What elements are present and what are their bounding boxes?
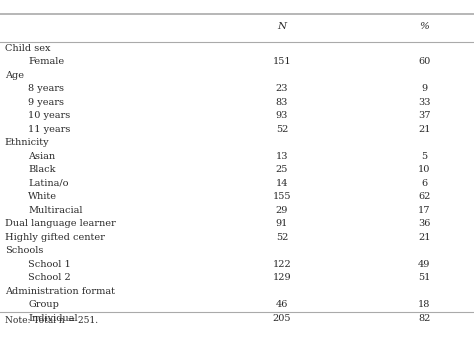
Text: 6: 6 [421,179,427,188]
Text: 23: 23 [276,84,288,93]
Text: 21: 21 [418,233,430,242]
Text: 5: 5 [421,152,427,161]
Text: 155: 155 [273,192,292,201]
Text: 17: 17 [418,206,430,215]
Text: 49: 49 [418,260,430,269]
Text: Asian: Asian [28,152,55,161]
Text: 151: 151 [273,57,292,66]
Text: School 1: School 1 [28,260,71,269]
Text: 21: 21 [418,125,430,134]
Text: Note: Total n = 251.: Note: Total n = 251. [5,316,98,325]
Text: 51: 51 [418,273,430,282]
Text: 36: 36 [418,219,430,228]
Text: 46: 46 [276,300,288,309]
Text: Highly gifted center: Highly gifted center [5,233,105,242]
Text: 122: 122 [273,260,292,269]
Text: 14: 14 [276,179,288,188]
Text: Individual: Individual [28,314,78,323]
Text: 82: 82 [418,314,430,323]
Text: Latina/o: Latina/o [28,179,69,188]
Text: 11 years: 11 years [28,125,71,134]
Text: Black: Black [28,165,56,174]
Text: 9: 9 [421,84,427,93]
Text: Multiracial: Multiracial [28,206,83,215]
Text: 129: 129 [273,273,292,282]
Text: Schools: Schools [5,246,43,255]
Text: 93: 93 [276,111,288,120]
Text: 8 years: 8 years [28,84,64,93]
Text: 25: 25 [276,165,288,174]
Text: 33: 33 [418,98,430,107]
Text: 62: 62 [418,192,430,201]
Text: 83: 83 [276,98,288,107]
Text: Group: Group [28,300,59,309]
Text: Administration format: Administration format [5,287,115,296]
Text: Ethnicity: Ethnicity [5,138,49,147]
Text: 60: 60 [418,57,430,66]
Text: 9 years: 9 years [28,98,64,107]
Text: White: White [28,192,57,201]
Text: 10: 10 [418,165,430,174]
Text: Female: Female [28,57,64,66]
Text: 13: 13 [276,152,288,161]
Text: 18: 18 [418,300,430,309]
Text: Child sex: Child sex [5,44,50,53]
Text: N: N [277,22,287,31]
Text: 52: 52 [276,233,288,242]
Text: %: % [419,22,429,31]
Text: 37: 37 [418,111,430,120]
Text: 205: 205 [273,314,292,323]
Text: School 2: School 2 [28,273,71,282]
Text: 29: 29 [276,206,288,215]
Text: 10 years: 10 years [28,111,71,120]
Text: 91: 91 [276,219,288,228]
Text: Dual language learner: Dual language learner [5,219,116,228]
Text: Age: Age [5,71,24,80]
Text: 52: 52 [276,125,288,134]
